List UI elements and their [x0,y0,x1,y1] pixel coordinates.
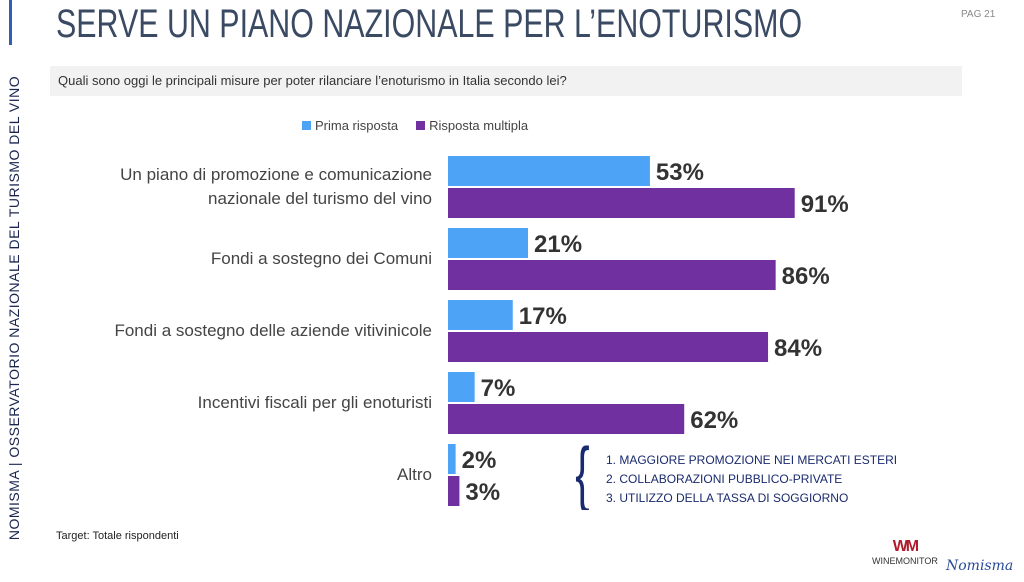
data-label: 62% [690,407,738,434]
category-label-line: Incentivi fiscali per gli enoturisti [197,393,432,412]
legend-item-prima: Prima risposta [302,118,398,133]
winemonitor-logo: WM WINEMONITOR [872,538,938,566]
category-label-line: nazionale del turismo del vino [208,189,432,208]
bar-multipla [448,476,460,506]
category-label: Incentivi fiscali per gli enoturisti [198,391,432,415]
question: Quali sono oggi le principali misure per… [50,66,962,96]
bar-prima [448,372,475,402]
bar-prima [448,300,513,330]
bar-prima [448,228,529,258]
data-label: 86% [782,263,830,290]
bar-prima [448,444,456,474]
data-label: 91% [801,191,849,218]
category-label: Fondi a sostegno dei Comuni [211,247,432,271]
category-label: Fondi a sostegno delle aziende vitivinic… [114,319,432,343]
category-label-line: Fondi a sostegno dei Comuni [210,249,432,268]
category-label: Un piano di promozione e comunicazione na… [120,163,432,211]
note-item: 3. UTILIZZO DELLA TASSA DI SOGGIORNO [606,491,849,505]
category-label: Altro [397,463,432,487]
page-title: SERVE UN PIANO NAZIONALE PER L’ENOTURISM… [56,2,803,46]
brace-icon: { [575,438,590,510]
altro-notes: 1. MAGGIORE PROMOZIONE NEI MERCATI ESTER… [606,451,897,508]
nomisma-logo: Nomisma [946,558,1014,574]
data-label: 53% [656,159,704,186]
logo-text: WINEMONITOR [872,556,938,566]
bar-prima [448,156,650,186]
bar-multipla [448,188,795,218]
data-label: 21% [534,231,582,258]
note-item: 2. COLLABORAZIONI PUBBLICO-PRIVATE [606,472,843,486]
data-label: 17% [519,303,567,330]
bar-multipla [448,404,685,434]
note-item: 1. MAGGIORE PROMOZIONE NEI MERCATI ESTER… [606,453,898,467]
data-label: 84% [774,335,822,362]
data-label: 7% [481,375,516,402]
data-label: 2% [462,447,497,474]
accent-line [9,0,12,45]
category-label-line: Altro [397,465,432,484]
legend-label: Risposta multipla [429,118,529,133]
target-note: Target: Totale rispondenti [56,530,179,542]
category-label-line: Fondi a sostegno delle aziende vitivinic… [114,321,432,340]
category-label-line: Un piano di promozione e comunicazione [120,165,432,184]
data-label: 3% [465,479,500,506]
bar-multipla [448,332,769,362]
bar-multipla [448,260,776,290]
legend-item-multipla: Risposta multipla [416,118,528,133]
legend-label: Prima risposta [315,118,399,133]
page-number: PAG 21 [961,9,996,20]
legend: Prima risposta Risposta multipla [302,118,528,133]
